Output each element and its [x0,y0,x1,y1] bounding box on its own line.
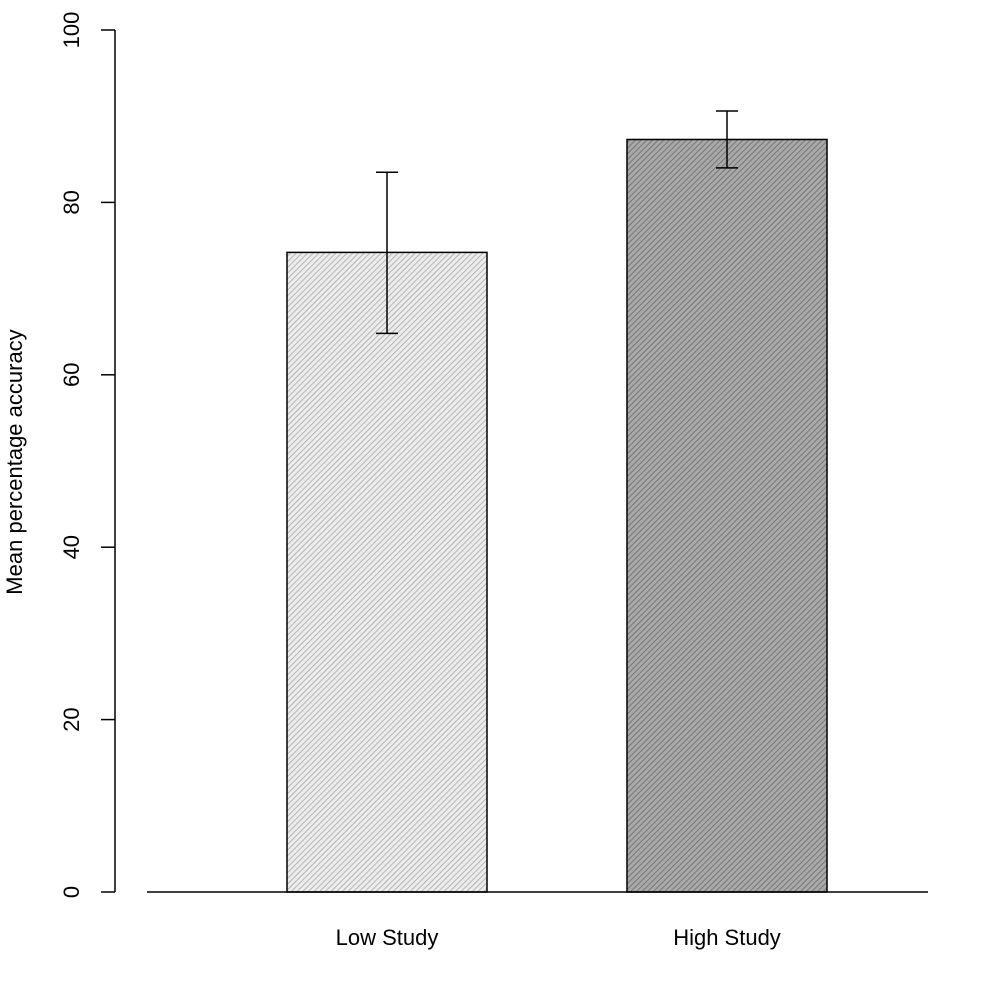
error-bars-layer [376,110,738,335]
y-axis: 0 20 40 60 80 100 [59,12,116,898]
y-tick-label: 40 [59,535,84,559]
y-tick-label: 60 [59,363,84,387]
x-axis-labels: Low Study High Study [336,925,781,950]
x-tick-label: Low Study [336,925,439,950]
y-tick-label: 0 [59,886,84,898]
y-tick-label: 20 [59,707,84,731]
bar-low-study [286,251,488,893]
y-tick-label: 100 [59,12,84,49]
bars-layer [286,138,828,893]
x-tick-label: High Study [673,925,781,950]
y-axis-title: Mean percentage accuracy [2,329,27,594]
bar-high-study [626,138,828,893]
error-bar [376,171,398,335]
y-tick-label: 80 [59,190,84,214]
error-bar [716,110,738,169]
